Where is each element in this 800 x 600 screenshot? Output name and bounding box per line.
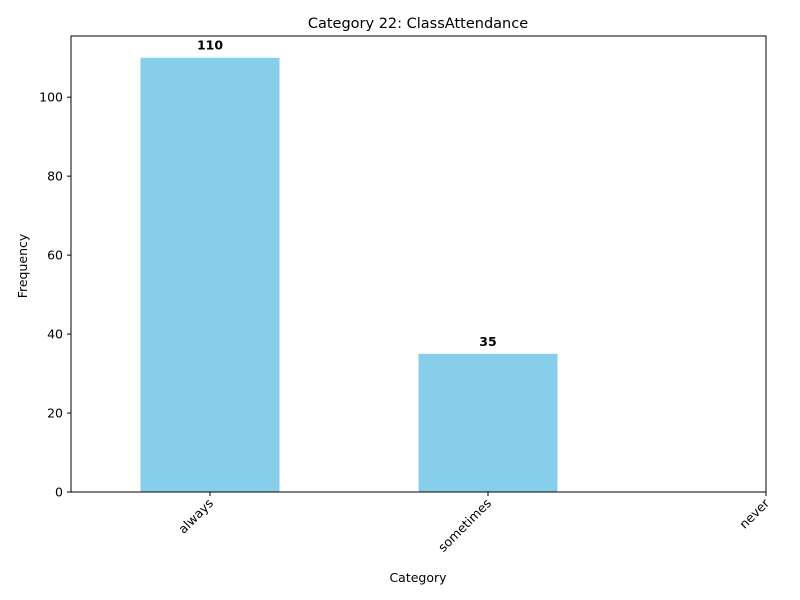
bars-group [140, 57, 558, 492]
x-axis: always sometimes never [175, 492, 773, 555]
y-tick-label: 80 [47, 169, 63, 184]
x-tick-label-always: always [175, 496, 216, 537]
x-tick-label-never: never [736, 495, 773, 532]
bar-always [140, 57, 280, 492]
x-tick-label-sometimes: sometimes [435, 496, 494, 555]
data-labels-group: 110 35 [197, 38, 497, 349]
y-tick-label: 20 [47, 406, 63, 421]
y-tick-label: 100 [39, 90, 63, 105]
y-axis-label: Frequency [15, 233, 30, 298]
plot-frame [70, 35, 767, 493]
x-axis-label: Category [389, 570, 447, 585]
chart-title: Category 22: ClassAttendance [308, 16, 528, 32]
y-tick-label: 0 [55, 485, 63, 500]
bar-sometimes [418, 353, 558, 492]
y-tick-label: 60 [47, 248, 63, 263]
y-tick-label: 40 [47, 327, 63, 342]
y-axis: 0 20 40 60 80 100 [39, 90, 71, 500]
data-label-always: 110 [197, 38, 223, 53]
data-label-sometimes: 35 [479, 334, 496, 349]
